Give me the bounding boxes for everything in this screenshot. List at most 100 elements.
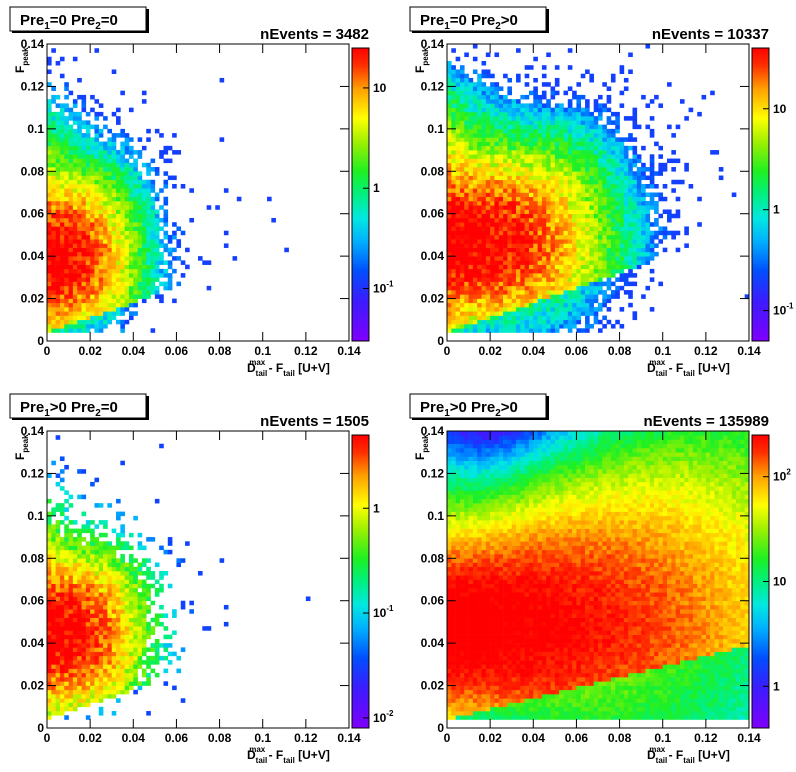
heatmap-cell xyxy=(141,647,147,652)
heatmap-cell xyxy=(554,302,560,308)
heatmap-cell xyxy=(206,285,212,291)
heatmap-cell xyxy=(120,290,125,295)
heatmap-cell xyxy=(116,596,121,602)
heatmap-cell xyxy=(619,90,625,96)
heatmap-cell xyxy=(85,205,91,210)
heatmap-cell xyxy=(524,209,530,215)
heatmap-cell xyxy=(59,558,65,563)
heatmap-cell xyxy=(90,549,95,555)
heatmap-cell xyxy=(576,290,582,295)
heatmap-cell xyxy=(459,192,465,198)
heatmap-cell xyxy=(77,281,82,287)
heatmap-cell xyxy=(585,124,590,130)
heatmap-cell xyxy=(77,660,82,665)
heatmap-cell xyxy=(503,239,508,244)
heatmap-cell xyxy=(128,651,134,657)
heatmap-cell xyxy=(619,188,625,193)
heatmap-cell xyxy=(55,613,61,618)
heatmap-cell xyxy=(528,200,534,206)
heatmap-cell xyxy=(658,230,664,236)
heatmap-cell xyxy=(90,481,95,487)
heatmap-cell xyxy=(64,532,69,538)
heatmap-cell xyxy=(77,256,82,261)
heatmap-cell xyxy=(124,239,130,244)
heatmap-cell xyxy=(503,264,508,270)
heatmap-cell xyxy=(671,150,676,155)
heatmap-cell xyxy=(141,264,147,270)
heatmap-cell xyxy=(606,285,612,291)
heatmap-cell xyxy=(623,196,629,202)
heatmap-cell xyxy=(615,196,620,202)
heatmap-cell xyxy=(77,285,82,291)
heatmap-cell xyxy=(90,171,95,176)
heatmap-cell xyxy=(90,281,95,287)
heatmap-cell xyxy=(451,294,456,299)
heatmap-cell xyxy=(451,120,456,125)
heatmap-cell xyxy=(154,234,160,240)
heatmap-cell xyxy=(602,171,607,176)
heatmap-cell xyxy=(593,307,599,312)
heatmap-cell xyxy=(503,298,508,304)
heatmap-cell xyxy=(98,685,104,691)
heatmap-cell xyxy=(537,94,543,100)
heatmap-cell xyxy=(537,264,543,270)
heatmap-cell xyxy=(107,162,113,168)
heatmap-cell xyxy=(533,137,538,142)
heatmap-cell xyxy=(658,162,664,168)
heatmap-cell xyxy=(602,188,607,193)
heatmap-cell xyxy=(68,587,74,593)
heatmap-cell xyxy=(572,324,577,329)
heatmap-cell xyxy=(124,626,130,631)
heatmap-cell xyxy=(124,175,130,181)
heatmap-cell xyxy=(55,677,61,682)
heatmap-cell xyxy=(68,307,74,312)
heatmap-cell xyxy=(141,562,147,568)
heatmap-cell xyxy=(128,562,134,568)
heatmap-cell xyxy=(554,285,560,291)
heatmap-cell xyxy=(472,200,478,206)
heatmap-cell xyxy=(103,200,108,206)
heatmap-cell xyxy=(593,128,599,134)
heatmap-cell xyxy=(610,179,616,185)
heatmap-cell xyxy=(559,285,564,291)
heatmap-cell xyxy=(64,626,69,631)
heatmap-cell xyxy=(59,247,65,253)
heatmap-cell xyxy=(55,133,61,138)
heatmap-cell xyxy=(133,184,138,189)
heatmap-cell xyxy=(111,179,117,185)
title-box-shadow xyxy=(546,9,549,33)
heatmap-cell xyxy=(85,651,91,657)
heatmap-cell xyxy=(137,579,143,585)
heatmap-cell xyxy=(610,247,616,253)
heatmap-cell xyxy=(107,298,113,304)
heatmap-cell xyxy=(490,217,495,223)
heatmap-cell xyxy=(520,128,525,134)
heatmap-cell xyxy=(468,154,474,159)
heatmap-cell xyxy=(477,277,482,282)
heatmap-cell xyxy=(580,230,586,236)
heatmap-cell xyxy=(159,188,164,193)
heatmap-cell xyxy=(546,167,551,172)
heatmap-cell xyxy=(64,196,69,202)
heatmap-cell xyxy=(146,672,151,678)
heatmap-cell xyxy=(455,285,461,291)
heatmap-cell xyxy=(516,230,521,236)
heatmap-cell xyxy=(494,285,500,291)
heatmap-cell xyxy=(610,251,616,257)
heatmap-cell xyxy=(77,162,82,168)
heatmap-cell xyxy=(150,647,156,652)
heatmap-cell xyxy=(133,217,138,223)
heatmap-cell xyxy=(559,230,564,236)
heatmap-cell xyxy=(59,162,65,168)
heatmap-cell xyxy=(485,277,491,282)
heatmap-cell xyxy=(572,260,577,265)
heatmap-cell xyxy=(107,579,113,585)
heatmap-cell xyxy=(610,264,616,270)
heatmap-cell xyxy=(533,107,538,113)
heatmap-cell xyxy=(81,494,87,500)
heatmap-cell xyxy=(459,213,465,219)
heatmap-cells xyxy=(447,44,750,333)
heatmap-cell xyxy=(107,302,113,308)
heatmap-cell xyxy=(90,587,95,593)
heatmap-cell xyxy=(55,575,61,580)
